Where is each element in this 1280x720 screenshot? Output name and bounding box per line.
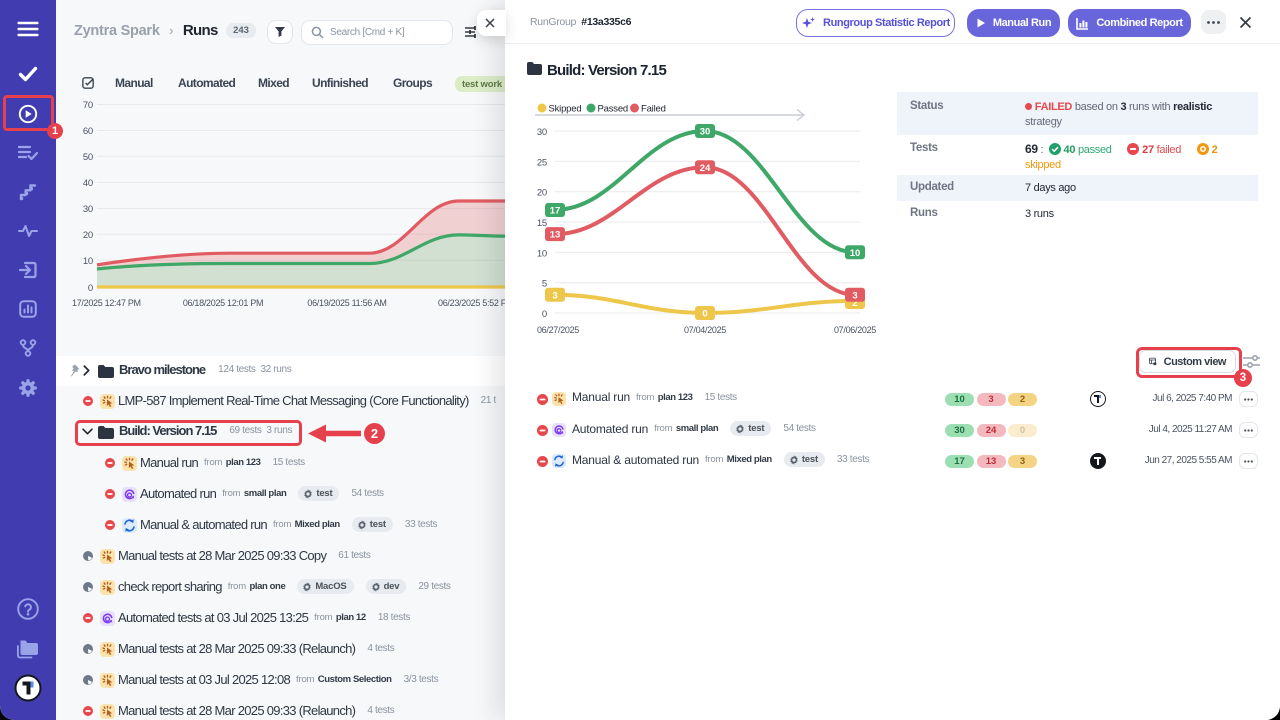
svg-text:07/06/2025: 07/06/2025 <box>834 325 876 335</box>
svg-text:0: 0 <box>542 309 547 320</box>
svg-text:10: 10 <box>850 248 861 259</box>
svg-text:30: 30 <box>700 127 711 138</box>
svg-text:5: 5 <box>542 279 547 290</box>
svg-text:40: 40 <box>83 178 93 189</box>
svg-text:13: 13 <box>550 230 561 241</box>
svg-text:70: 70 <box>83 100 93 111</box>
svg-text:06/23/2025 5:52 F: 06/23/2025 5:52 F <box>438 298 505 308</box>
svg-text:17: 17 <box>550 206 561 217</box>
svg-text:0: 0 <box>88 283 93 294</box>
svg-text:07/04/2025: 07/04/2025 <box>684 325 726 335</box>
svg-text:3: 3 <box>852 290 857 301</box>
svg-text:20: 20 <box>83 230 93 241</box>
svg-text:Skipped: Skipped <box>549 104 582 115</box>
svg-text:2: 2 <box>852 298 857 309</box>
svg-text:24: 24 <box>700 163 711 174</box>
svg-text:3: 3 <box>552 290 557 301</box>
svg-text:06/27/2025: 06/27/2025 <box>537 325 579 335</box>
svg-text:25: 25 <box>537 157 547 168</box>
svg-text:30: 30 <box>83 204 93 215</box>
svg-text:20: 20 <box>537 188 547 199</box>
svg-text:60: 60 <box>83 126 93 137</box>
svg-text:10: 10 <box>83 256 93 267</box>
svg-text:06/19/2025 11:56 AM: 06/19/2025 11:56 AM <box>307 298 386 308</box>
svg-text:17/2025 12:47 PM: 17/2025 12:47 PM <box>72 298 141 308</box>
svg-text:06/18/2025 12:01 PM: 06/18/2025 12:01 PM <box>183 298 263 308</box>
svg-text:Failed: Failed <box>641 104 666 115</box>
svg-text:Passed: Passed <box>598 104 629 115</box>
svg-text:0: 0 <box>702 309 707 320</box>
svg-text:50: 50 <box>83 152 93 163</box>
svg-text:15: 15 <box>537 218 547 229</box>
svg-text:10: 10 <box>537 248 547 259</box>
svg-text:30: 30 <box>537 127 547 138</box>
